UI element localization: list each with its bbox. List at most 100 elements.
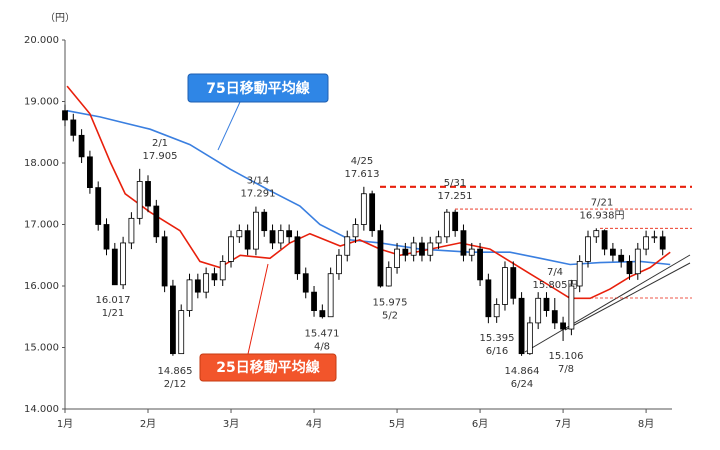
trend-line [564, 262, 691, 331]
x-tick-label: 2月 [140, 418, 156, 430]
annotation-date: 7/21 [591, 197, 613, 208]
candle-body [526, 322, 533, 355]
candle-body [493, 304, 500, 318]
annotation-value: 17.251 [438, 191, 473, 202]
x-tick-label: 4月 [306, 418, 322, 430]
candle-body [70, 119, 77, 136]
candle-body [477, 248, 483, 281]
candle-body [576, 260, 583, 287]
candle-body [485, 279, 492, 318]
y-tick-label: 15.000 [24, 343, 59, 354]
candle-body [560, 322, 566, 330]
candle-body [277, 230, 284, 244]
candle-body [618, 254, 625, 262]
callout-label: 75日移動平均線 [206, 80, 309, 97]
candle-body [111, 248, 118, 286]
trend-line [524, 254, 691, 353]
candle-body [211, 273, 218, 281]
annotation-value: 15.975 [373, 298, 408, 309]
x-tick-label: 6月 [472, 418, 488, 430]
candle-body [460, 230, 467, 256]
candle-body [360, 193, 367, 225]
callout-box [199, 353, 337, 382]
candle-body [136, 181, 143, 219]
candle-body [551, 310, 558, 324]
candle-body [568, 285, 575, 330]
candle-body [178, 310, 185, 355]
candle-body [643, 236, 649, 250]
candle-body [78, 134, 85, 158]
plot: 14.000 15.000 16.000 17.000 18.000 19.000 20.0… [24, 35, 692, 430]
candle-body [651, 236, 658, 239]
candle-body [194, 279, 201, 293]
callout-pointer [217, 101, 241, 151]
moving-average-line [66, 109, 671, 266]
annotation-date: 2/1 [152, 138, 168, 149]
candle-body [585, 236, 591, 262]
annotation-value: 14.864 [505, 366, 540, 377]
candle-body [161, 236, 168, 287]
annotation-value: 17.613 [345, 169, 380, 180]
candle-body [402, 248, 409, 256]
callout-pointer [247, 263, 269, 355]
candle-body [518, 297, 525, 355]
callout-box [187, 73, 329, 103]
candle-body [443, 211, 450, 238]
candle-body [369, 193, 376, 232]
candle-body [203, 273, 210, 293]
candle-body [145, 181, 151, 207]
y-axis-label: （円） [45, 12, 75, 24]
x-tick-label: 7月 [555, 418, 571, 430]
candle-body [344, 236, 351, 256]
candle-body [153, 205, 160, 238]
candle-body [128, 217, 135, 244]
annotation-date: 7/8 [558, 364, 574, 375]
annotation-value: 17.291 [241, 189, 276, 200]
candle-body [87, 156, 93, 189]
annotation-date: 7/4 [547, 267, 563, 278]
candle-body [286, 230, 293, 238]
candle-body [601, 230, 608, 250]
candle-body [352, 224, 359, 238]
candle-body [452, 211, 459, 232]
candle-body [228, 236, 234, 262]
candle-body [609, 248, 616, 256]
candle-body [103, 224, 110, 250]
candle-body [385, 267, 392, 287]
moving-average-line [66, 85, 671, 300]
candle-body [510, 267, 517, 299]
candle-body [244, 230, 251, 250]
annotation-date: 4/25 [351, 156, 373, 167]
x-tick-label: 8月 [638, 418, 654, 430]
annotation-value: 15.471 [305, 329, 340, 340]
annotation-date: 1/21 [102, 308, 124, 319]
annotation-date: 4/8 [314, 342, 330, 353]
x-tick-label: 1月 [57, 418, 73, 430]
candle-body [253, 211, 259, 250]
y-tick-label: 19.000 [24, 97, 59, 108]
candle-body [261, 211, 268, 232]
annotation-value: 15.395 [480, 333, 515, 344]
candle-body [319, 310, 326, 318]
candle-body [468, 248, 475, 256]
candle-body [377, 230, 384, 287]
candle-body [269, 230, 276, 244]
candle-body [302, 273, 309, 293]
candle-body [294, 236, 301, 275]
annotation-date: 2/12 [164, 379, 186, 390]
candle-body [394, 248, 400, 268]
y-tick-label: 16.000 [24, 281, 59, 292]
candle-body [593, 230, 600, 238]
annotation-date: 3/14 [247, 176, 269, 187]
candle-body [659, 236, 666, 250]
candle-body [236, 230, 243, 238]
annotation-value: 16.938円 [580, 210, 625, 221]
candle-body [62, 110, 68, 121]
candle-body [311, 291, 317, 311]
x-tick-label: 5月 [389, 418, 405, 430]
annotation-date: 6/24 [511, 379, 533, 390]
candle-body [626, 260, 633, 275]
candle-body [186, 279, 193, 312]
